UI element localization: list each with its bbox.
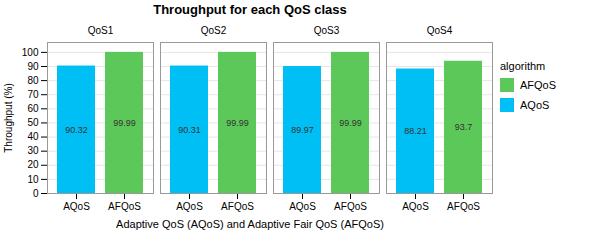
svg-text:100: 100: [22, 47, 39, 58]
svg-text:90.31: 90.31: [178, 125, 201, 135]
html-text:algorithm: algorithm: [500, 60, 546, 72]
html-text:AQoS: AQoS: [520, 99, 550, 111]
svg-text:93.7: 93.7: [455, 122, 473, 132]
svg-text:99.99: 99.99: [339, 118, 362, 128]
svg-text:AFQoS: AFQoS: [447, 201, 480, 212]
svg-text:AFQoS: AFQoS: [221, 201, 254, 212]
svg-text:90.32: 90.32: [65, 125, 88, 135]
svg-text:60: 60: [27, 103, 39, 114]
svg-text:QoS3: QoS3: [314, 25, 340, 36]
svg-text:QoS4: QoS4: [427, 25, 453, 36]
svg-text:40: 40: [27, 131, 39, 142]
svg-text:0: 0: [33, 188, 39, 199]
svg-text:QoS1: QoS1: [88, 25, 114, 36]
svg-text:Throughput (%): Throughput (%): [3, 83, 14, 152]
svg-text:90: 90: [27, 61, 39, 72]
svg-text:AFQoS: AFQoS: [108, 201, 141, 212]
svg-text:QoS2: QoS2: [201, 25, 227, 36]
svg-text:50: 50: [27, 117, 39, 128]
svg-text:20: 20: [27, 159, 39, 170]
svg-text:AQoS: AQoS: [63, 201, 90, 212]
svg-text:30: 30: [27, 145, 39, 156]
svg-text:89.97: 89.97: [291, 125, 314, 135]
html-text:Adaptive QoS (AQoS) and Adapti: Adaptive QoS (AQoS) and Adaptive Fair Qo…: [116, 218, 384, 230]
svg-text:AQoS: AQoS: [402, 201, 429, 212]
svg-text:AQoS: AQoS: [176, 201, 203, 212]
html-text:Throughput for each QoS class: Throughput for each QoS class: [153, 2, 347, 17]
svg-text:10: 10: [27, 174, 39, 185]
svg-text:99.99: 99.99: [226, 118, 249, 128]
svg-text:80: 80: [27, 75, 39, 86]
svg-text:88.21: 88.21: [404, 126, 427, 136]
html-text:AFQoS: AFQoS: [520, 79, 557, 91]
svg-text:99.99: 99.99: [113, 118, 136, 128]
svg-text:AFQoS: AFQoS: [334, 201, 367, 212]
svg-text:70: 70: [27, 89, 39, 100]
svg-text:AQoS: AQoS: [289, 201, 316, 212]
